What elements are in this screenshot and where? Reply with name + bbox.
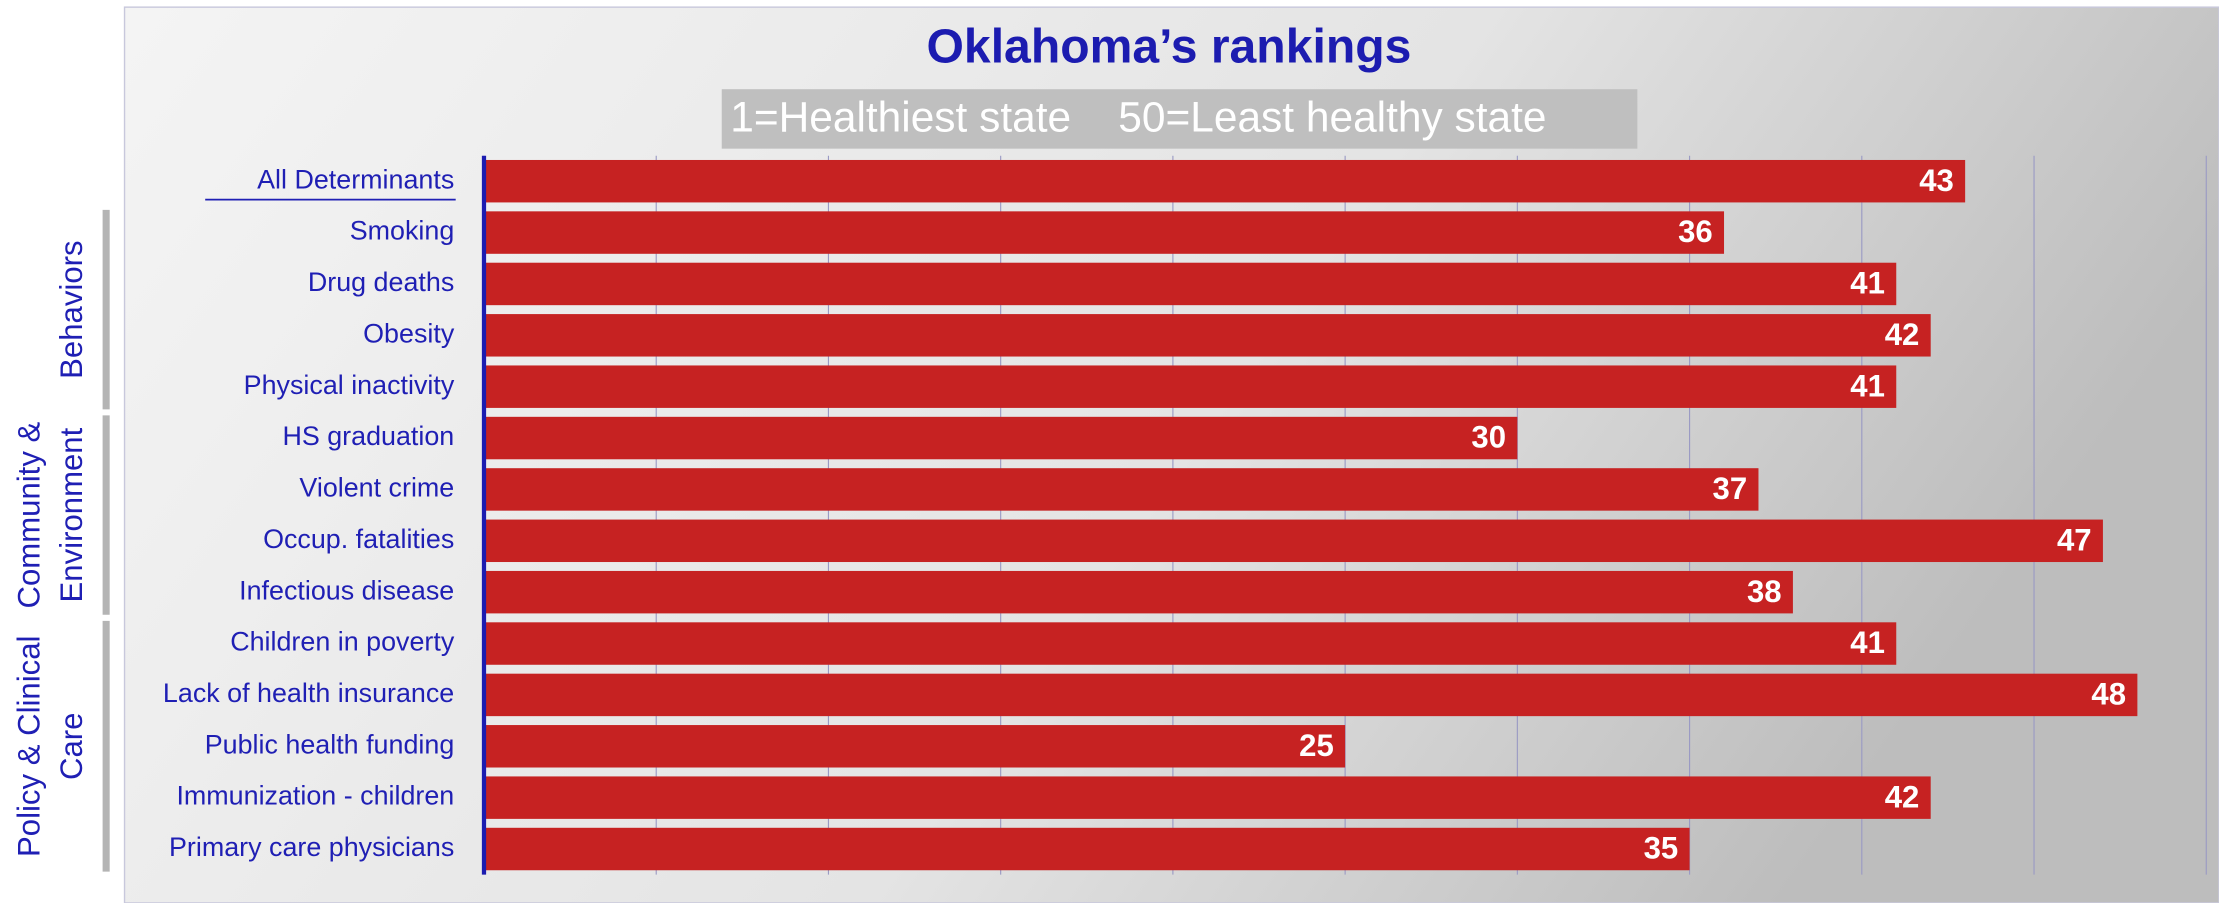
category-label: Occup. fatalities bbox=[263, 524, 454, 554]
bar bbox=[483, 262, 1897, 306]
category-label: Obesity bbox=[363, 318, 455, 348]
value-label: 47 bbox=[2057, 522, 2092, 557]
category-label: Children in poverty bbox=[230, 627, 455, 657]
category-label: All Determinants bbox=[257, 164, 454, 194]
bar bbox=[483, 776, 1931, 819]
bar bbox=[483, 827, 1690, 871]
value-label: 48 bbox=[2091, 677, 2126, 712]
group-label: Care bbox=[54, 713, 89, 780]
group-label: Environment bbox=[54, 427, 89, 602]
bar bbox=[483, 468, 1759, 511]
category-label: HS graduation bbox=[282, 421, 454, 451]
bar bbox=[483, 673, 2138, 717]
category-label: Public health funding bbox=[205, 729, 455, 759]
value-label: 43 bbox=[1919, 163, 1954, 198]
category-label: Violent crime bbox=[299, 473, 454, 503]
group-label: Community & bbox=[11, 421, 46, 608]
value-label: 42 bbox=[1885, 779, 1920, 814]
bar bbox=[483, 725, 1346, 768]
value-label: 25 bbox=[1299, 728, 1334, 763]
subtitle-box bbox=[721, 89, 1638, 149]
value-label: 35 bbox=[1644, 831, 1679, 866]
value-label: 41 bbox=[1850, 368, 1885, 403]
bar bbox=[483, 211, 1725, 254]
category-label: Primary care physicians bbox=[169, 832, 454, 862]
bar bbox=[483, 519, 2103, 563]
group-label: Behaviors bbox=[54, 240, 89, 378]
bar bbox=[483, 570, 1793, 614]
category-label: Immunization - children bbox=[176, 781, 454, 811]
bar bbox=[483, 365, 1897, 408]
group-label: Policy & Clinical bbox=[11, 636, 46, 857]
value-label: 38 bbox=[1747, 574, 1782, 609]
bar bbox=[483, 159, 1966, 203]
bar bbox=[483, 622, 1897, 665]
value-label: 36 bbox=[1678, 214, 1713, 249]
category-label: Infectious disease bbox=[239, 575, 454, 605]
bar bbox=[483, 416, 1518, 460]
value-label: 41 bbox=[1850, 266, 1885, 301]
category-label: Physical inactivity bbox=[244, 370, 455, 400]
chart-subtitle: 1=Healthiest state 50=Least healthy stat… bbox=[730, 94, 1546, 141]
category-label: Smoking bbox=[350, 216, 455, 246]
value-label: 30 bbox=[1471, 420, 1506, 455]
value-label: 37 bbox=[1713, 471, 1748, 506]
value-label: 42 bbox=[1885, 317, 1920, 352]
chart-title: Oklahoma’s rankings bbox=[927, 19, 1412, 73]
category-label: Drug deaths bbox=[308, 267, 454, 297]
value-label: 41 bbox=[1850, 625, 1885, 660]
bar bbox=[483, 314, 1931, 357]
category-label: Lack of health insurance bbox=[163, 678, 454, 708]
